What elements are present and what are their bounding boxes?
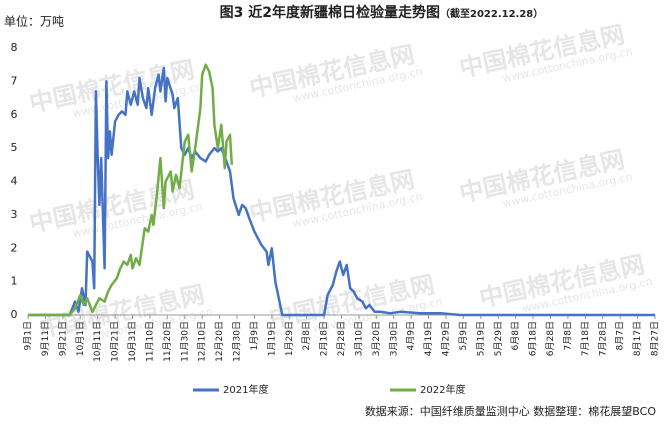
y-tick-label: 8	[11, 41, 18, 54]
y-tick-label: 7	[11, 74, 18, 87]
x-tick-label: 1月9日	[249, 321, 260, 350]
x-tick-label: 3月20日	[371, 321, 382, 356]
y-tick-label: 5	[11, 141, 18, 154]
x-tick-label: 10月31日	[127, 321, 138, 362]
x-tick-label: 9月11日	[40, 321, 51, 356]
x-tick-label: 9月21日	[57, 321, 68, 356]
x-tick-label: 10月21日	[110, 321, 121, 362]
y-unit-label: 单位：万吨	[4, 14, 64, 29]
series-line	[28, 63, 234, 317]
x-tick-label: 4月29日	[441, 321, 452, 356]
x-tick-label: 1月29日	[284, 321, 295, 356]
y-tick-label: 3	[11, 208, 18, 221]
x-tick-label: 8月17日	[632, 321, 643, 356]
x-tick-label: 2月18日	[319, 321, 330, 356]
source-note: 数据来源：中国纤维质量监测中心 数据整理：棉花展望BCO	[365, 404, 657, 418]
y-tick-label: 4	[11, 175, 18, 188]
x-tick-label: 11月20日	[162, 321, 173, 362]
x-tick-label: 10月11日	[92, 321, 103, 362]
x-tick-label: 8月7日	[615, 321, 626, 350]
y-tick-label: 6	[11, 108, 18, 121]
x-tick-label: 10月1日	[75, 321, 86, 356]
x-tick-label: 4月19日	[423, 321, 434, 356]
chart-subtitle: （截至2022.12.28）	[440, 7, 543, 20]
legend-label: 2022年度	[420, 383, 465, 396]
y-tick-label: 1	[11, 275, 18, 288]
x-tick-label: 3月30日	[388, 321, 399, 356]
x-tick-label: 2月28日	[336, 321, 347, 356]
x-tick-label: 9月1日	[23, 321, 34, 350]
x-tick-label: 11月30日	[179, 321, 190, 362]
x-tick-label: 6月18日	[528, 321, 539, 356]
x-tick-label: 5月19日	[475, 321, 486, 356]
chart-title: 图3 近2年度新疆棉日检验量走势图	[220, 4, 440, 21]
x-tick-label: 6月8日	[510, 321, 521, 350]
x-tick-label: 2月8日	[301, 321, 312, 350]
legend-label: 2021年度	[223, 383, 268, 396]
x-tick-label: 8月27日	[650, 321, 661, 356]
x-tick-label: 12月20日	[214, 321, 225, 362]
x-tick-label: 5月29日	[493, 321, 504, 356]
x-tick-label: 6月28日	[545, 321, 556, 356]
x-tick-label: 12月30日	[232, 321, 243, 362]
x-tick-label: 1月19日	[266, 321, 277, 356]
x-tick-label: 7月8日	[562, 321, 573, 350]
x-tick-label: 5月9日	[458, 321, 469, 350]
x-tick-label: 12月10日	[197, 321, 208, 362]
x-tick-label: 3月10日	[353, 321, 364, 356]
x-tick-label: 11月10日	[144, 321, 155, 362]
x-tick-label: 7月18日	[580, 321, 591, 356]
x-tick-label: 7月28日	[597, 321, 608, 356]
y-tick-label: 0	[11, 308, 18, 321]
x-tick-label: 4月9日	[406, 321, 417, 350]
y-tick-label: 2	[11, 241, 18, 254]
